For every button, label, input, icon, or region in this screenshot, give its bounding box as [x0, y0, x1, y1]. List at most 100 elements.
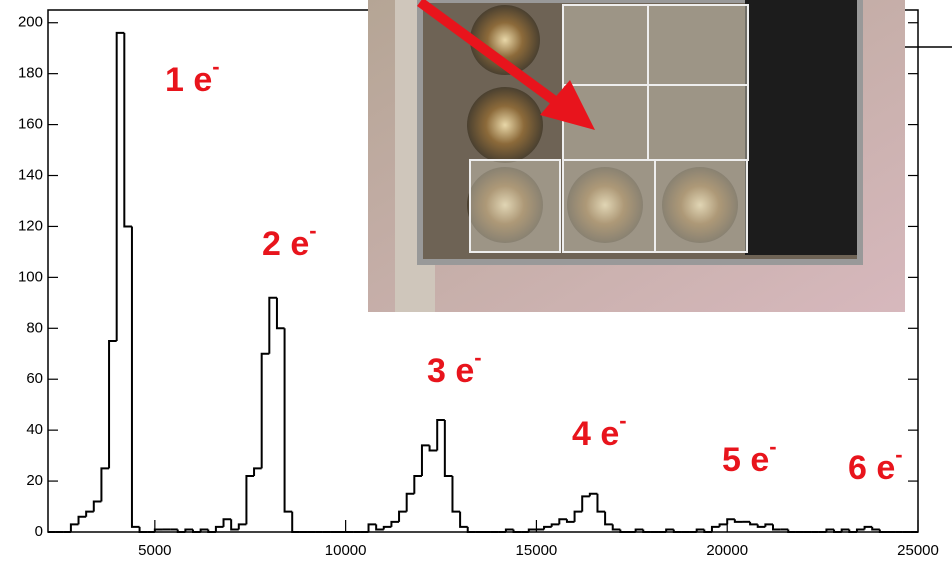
histogram-step	[565, 519, 575, 523]
histogram-step	[733, 519, 743, 523]
histogram-step	[695, 528, 705, 532]
histogram-step	[504, 528, 514, 532]
histogram-step	[665, 528, 674, 532]
cube	[647, 84, 749, 161]
histogram-step	[825, 528, 835, 532]
lens	[567, 167, 643, 243]
annotation-text: 5 e	[722, 441, 769, 479]
histogram-step	[588, 492, 598, 497]
histogram-step	[443, 419, 453, 477]
histogram-step	[619, 529, 628, 533]
cube	[562, 4, 649, 86]
histogram-step	[749, 521, 758, 526]
histogram-step	[69, 523, 79, 532]
annotation: 6 e-	[848, 442, 903, 487]
y-tick-label: 140	[18, 166, 43, 183]
annotation-text: 3 e	[427, 352, 474, 390]
histogram-step	[253, 467, 262, 476]
histogram-step	[840, 528, 850, 532]
x-tick-label: 25000	[897, 542, 939, 559]
histogram-step	[848, 529, 857, 533]
histogram-step	[260, 352, 270, 469]
histogram-step	[420, 444, 430, 476]
histogram-step	[390, 520, 400, 527]
histogram-step	[85, 510, 94, 517]
photo-inset	[368, 0, 952, 312]
annotation-superscript: -	[212, 54, 219, 79]
histogram-step	[291, 511, 300, 533]
photo-dark-block	[745, 0, 857, 255]
histogram-step	[756, 524, 766, 528]
histogram-step	[459, 511, 468, 528]
histogram-step	[130, 226, 140, 528]
histogram-step	[558, 518, 567, 525]
histogram-step	[466, 526, 476, 533]
histogram-step	[550, 523, 560, 527]
histogram-step	[611, 524, 621, 531]
y-tick-label: 60	[26, 370, 43, 387]
histogram-step	[207, 529, 216, 533]
annotation: 4 e-	[572, 408, 627, 453]
histogram-step	[283, 328, 293, 513]
histogram-step	[573, 510, 583, 522]
histogram-step	[108, 340, 117, 469]
histogram-step	[367, 523, 377, 532]
histogram-step	[382, 525, 392, 530]
histogram-step	[871, 526, 880, 531]
histogram-step	[245, 474, 255, 525]
histogram-step	[375, 524, 384, 531]
histogram-step	[543, 525, 552, 530]
lens	[467, 167, 543, 243]
annotation: 3 e-	[427, 345, 482, 390]
histogram-step	[672, 529, 682, 533]
histogram-step	[833, 529, 842, 533]
histogram-step	[878, 529, 888, 533]
annotation: 2 e-	[262, 218, 317, 263]
histogram-step	[413, 474, 422, 494]
histogram-step	[703, 529, 712, 533]
x-tick-label: 20000	[706, 542, 748, 559]
histogram-step	[230, 519, 239, 531]
y-tick-label: 200	[18, 14, 43, 31]
histogram-step	[451, 475, 461, 513]
histogram-step	[192, 529, 201, 533]
lens	[467, 87, 543, 163]
arrow-shaft	[417, 0, 573, 117]
histogram-step	[634, 528, 644, 532]
histogram-step	[398, 510, 407, 522]
annotation-text: 2 e	[262, 225, 309, 263]
histogram-step	[596, 493, 606, 513]
histogram-step	[863, 525, 873, 530]
x-tick-label: 10000	[325, 542, 367, 559]
annotation-superscript: -	[309, 218, 316, 243]
histogram-step	[787, 529, 796, 533]
histogram-step	[405, 492, 415, 512]
x-tick-label: 15000	[516, 542, 558, 559]
photo-lenses	[467, 5, 738, 243]
y-tick-label: 80	[26, 319, 43, 336]
cube	[654, 159, 748, 253]
lens	[662, 167, 738, 243]
histogram-step	[726, 518, 735, 525]
histogram-step	[153, 528, 163, 532]
histogram-step	[115, 31, 125, 342]
histogram-step	[642, 529, 651, 533]
annotation-superscript: -	[474, 345, 481, 370]
annotation: 1 e-	[165, 54, 220, 99]
histogram-step	[123, 32, 132, 228]
y-tick-label: 160	[18, 116, 43, 133]
histogram-step	[184, 528, 193, 532]
cube	[647, 4, 749, 86]
annotation-text: 4 e	[572, 415, 619, 453]
histogram-step	[764, 523, 773, 527]
histogram-step	[176, 529, 186, 533]
histogram-step	[710, 525, 720, 532]
y-tick-label: 100	[18, 268, 43, 285]
histogram-step	[138, 526, 148, 533]
annotation-text: 6 e	[848, 449, 895, 487]
histogram-step	[100, 467, 110, 502]
annotation-text: 1 e	[165, 61, 212, 99]
plot-area: 0 20 40 60 80 100 120 140 160 180 200 5000 10000 1500…	[18, 9, 939, 559]
histogram-step	[772, 524, 781, 531]
